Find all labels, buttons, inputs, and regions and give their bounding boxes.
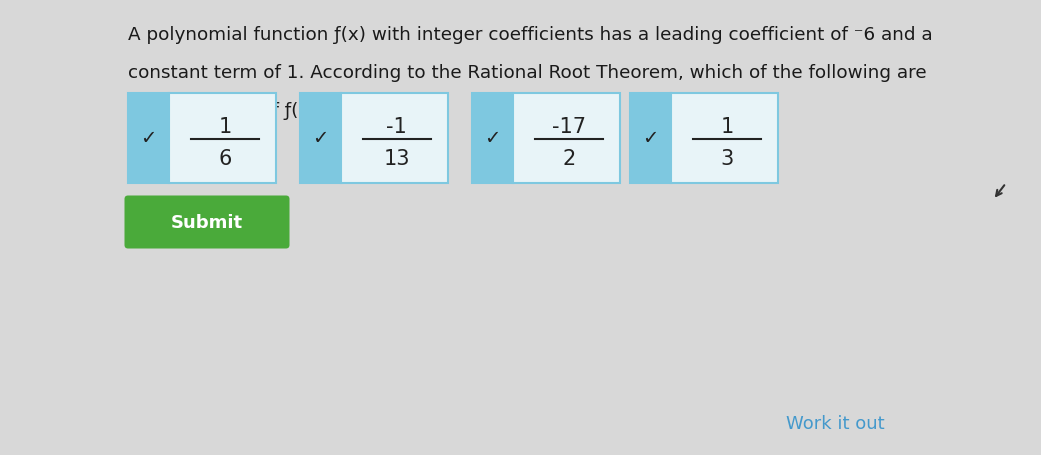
- Text: 6: 6: [219, 148, 231, 168]
- Text: -17: -17: [552, 117, 586, 137]
- Bar: [170, 94, 276, 184]
- Bar: [513, 94, 620, 184]
- Text: ✓: ✓: [312, 129, 329, 148]
- Text: -1: -1: [386, 117, 407, 137]
- Bar: [472, 94, 513, 184]
- Text: 3: 3: [720, 148, 734, 168]
- Text: ✓: ✓: [141, 129, 157, 148]
- Text: 1: 1: [219, 117, 231, 137]
- Bar: [341, 94, 448, 184]
- Text: 13: 13: [383, 148, 410, 168]
- Text: ✓: ✓: [484, 129, 501, 148]
- Bar: [128, 94, 170, 184]
- Bar: [300, 94, 341, 184]
- Text: constant term of 1. According to the Rational Root Theorem, which of the followi: constant term of 1. According to the Rat…: [128, 64, 926, 82]
- Text: 1: 1: [720, 117, 734, 137]
- Text: ✓: ✓: [642, 129, 659, 148]
- Text: 2: 2: [562, 148, 576, 168]
- Bar: [630, 94, 671, 184]
- FancyBboxPatch shape: [125, 196, 289, 249]
- Text: Work it out: Work it out: [786, 414, 884, 432]
- Text: A polynomial function ƒ(x) with integer coefficients has a leading coefficient o: A polynomial function ƒ(x) with integer …: [128, 26, 933, 44]
- Bar: [671, 94, 778, 184]
- Text: possible roots of ƒ(x)?: possible roots of ƒ(x)?: [128, 102, 326, 120]
- Text: Submit: Submit: [171, 213, 243, 232]
